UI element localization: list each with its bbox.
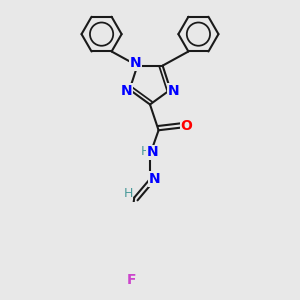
Text: N: N: [146, 145, 158, 159]
Text: N: N: [130, 56, 142, 70]
Text: O: O: [180, 119, 192, 133]
Text: H: H: [123, 187, 133, 200]
Text: N: N: [148, 172, 160, 186]
Text: F: F: [127, 273, 136, 287]
Text: N: N: [168, 84, 180, 98]
Text: H: H: [141, 145, 150, 158]
Text: N: N: [120, 84, 132, 98]
